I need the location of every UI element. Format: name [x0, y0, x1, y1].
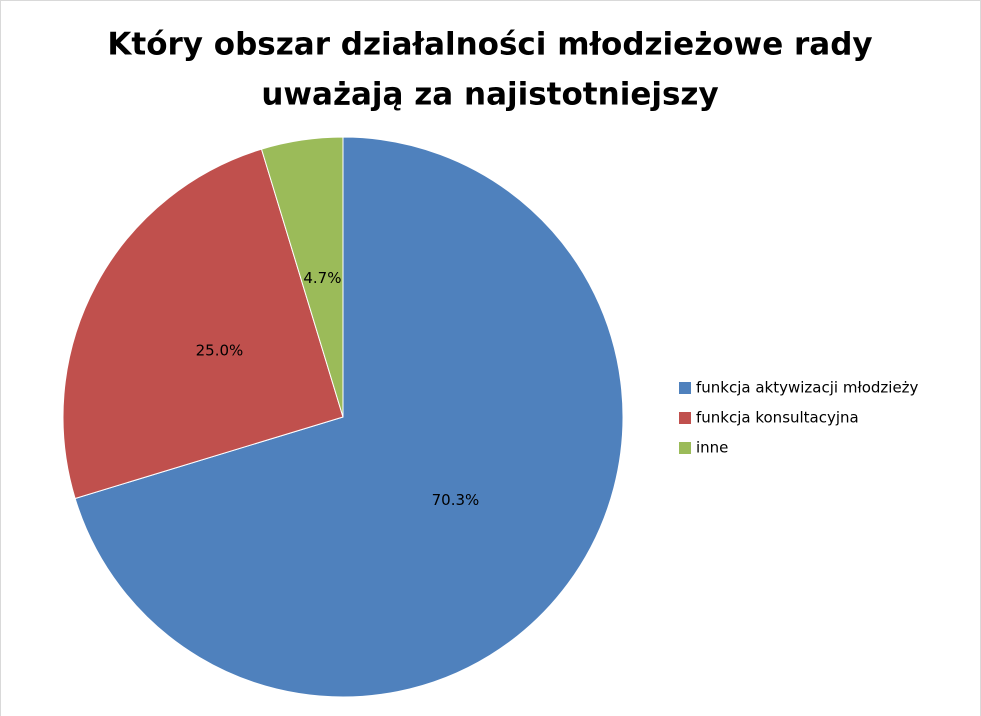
data-label: 70.3%: [432, 491, 480, 509]
pie-slice: [74, 136, 624, 698]
chart-title: uważają za najistotniejszy: [261, 77, 718, 113]
chart-title: Który obszar działalności młodzieżowe ra…: [107, 27, 872, 63]
data-label: 25.0%: [196, 342, 244, 360]
data-label: 4.7%: [303, 269, 341, 287]
legend-swatch: [679, 412, 691, 424]
pie-slice: [62, 148, 344, 500]
legend-swatch: [679, 382, 691, 394]
legend-label: funkcja konsultacyjna: [696, 409, 859, 427]
legend-swatch: [679, 442, 691, 454]
legend-label: funkcja aktywizacji młodzieży: [696, 379, 919, 397]
legend-label: inne: [696, 439, 728, 457]
pie-slice: [260, 136, 344, 418]
